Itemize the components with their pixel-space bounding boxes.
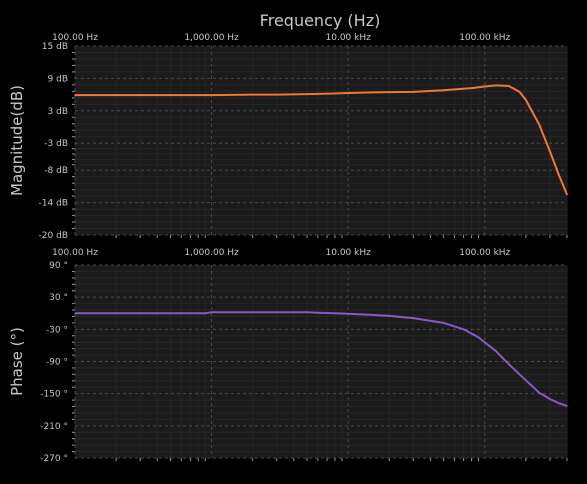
y-tick-label: 90 ° bbox=[49, 261, 68, 271]
y-tick-label: 9 dB bbox=[48, 74, 68, 84]
phase-data-point bbox=[412, 317, 415, 319]
magnitude-data-point bbox=[275, 93, 278, 96]
y-tick-label: -20 dB bbox=[39, 231, 68, 241]
y-tick-label: -150 ° bbox=[40, 390, 68, 400]
phase-data-point bbox=[566, 405, 568, 407]
magnitude-plot-area bbox=[75, 46, 567, 235]
magnitude-data-point bbox=[347, 92, 349, 94]
phase-data-point bbox=[388, 315, 391, 317]
phase-data-point bbox=[549, 398, 551, 400]
magnitude-data-point bbox=[334, 92, 336, 95]
y-tick-label: -270 ° bbox=[40, 454, 68, 464]
phase-data-point bbox=[317, 311, 319, 314]
phase-data-point bbox=[477, 336, 480, 339]
magnitude-data-point bbox=[508, 85, 510, 87]
phase-data-point bbox=[347, 312, 349, 315]
magnitude-data-point bbox=[210, 94, 213, 96]
phase-data-point bbox=[371, 314, 374, 316]
x-tick-label: 100.00 kHz bbox=[459, 33, 510, 43]
magnitude-data-point bbox=[371, 91, 374, 94]
magnitude-data-point bbox=[412, 91, 415, 93]
phase-series-line bbox=[75, 311, 568, 407]
x-tick-label: 10.00 kHz bbox=[326, 248, 372, 258]
phase-data-point bbox=[494, 349, 497, 352]
x-tick-label: 100.00 Hz bbox=[52, 248, 98, 258]
phase-axis-title: Phase (°) bbox=[8, 327, 26, 396]
magnitude-data-point bbox=[525, 99, 527, 101]
phase-data-point bbox=[462, 328, 465, 331]
y-tick-label: 3 dB bbox=[48, 107, 68, 117]
y-tick-label: 30 ° bbox=[49, 293, 68, 303]
magnitude-data-point bbox=[442, 89, 445, 92]
y-tick-label: -8 dB bbox=[44, 166, 68, 176]
x-tick-label: 100.00 Hz bbox=[52, 33, 98, 43]
magnitude-data-point bbox=[470, 87, 473, 89]
x-tick-label: 1,000.00 Hz bbox=[184, 33, 239, 43]
x-tick-label: 1,000.00 Hz bbox=[184, 248, 239, 258]
phase-data-point bbox=[210, 311, 213, 313]
x-tick-label: 10.00 kHz bbox=[326, 33, 372, 43]
magnitude-axis-title: Magnitude(dB) bbox=[8, 85, 26, 196]
phase-data-point bbox=[558, 402, 560, 405]
y-tick-label: -14 dB bbox=[39, 199, 68, 209]
phase-data-point bbox=[508, 363, 510, 365]
magnitude-data-point bbox=[494, 84, 497, 87]
x-tick-label: 100.00 kHz bbox=[459, 248, 510, 258]
magnitude-data-point bbox=[306, 93, 308, 95]
phase-data-point bbox=[306, 311, 308, 313]
magnitude-data-point bbox=[518, 91, 521, 93]
magnitude-data-point bbox=[558, 174, 560, 177]
phase-data-point bbox=[74, 312, 76, 315]
magnitude-panel: 15 dB 9 dB 3 dB -3 dB -8 dB -14 dB -20 dB 100.0… bbox=[8, 33, 568, 241]
magnitude-data-point bbox=[566, 193, 568, 196]
magnitude-data-point bbox=[139, 94, 141, 96]
magnitude-data-point bbox=[549, 150, 551, 153]
y-tick-label: -3 dB bbox=[44, 139, 68, 149]
magnitude-data-point bbox=[483, 85, 486, 88]
y-tick-label: -210 ° bbox=[40, 422, 68, 432]
magnitude-data-point bbox=[538, 123, 540, 126]
phase-data-point bbox=[204, 312, 207, 315]
phase-panel: 90 ° 30 ° -30 ° -90 ° -150 ° -210 ° -270 ° 100.… bbox=[8, 248, 568, 464]
y-tick-label: -90 ° bbox=[46, 358, 68, 368]
y-tick-label: -30 ° bbox=[46, 325, 68, 335]
phase-data-point bbox=[442, 322, 445, 324]
phase-data-point bbox=[525, 379, 527, 382]
x-axis-title: Frequency (Hz) bbox=[260, 11, 381, 30]
phase-data-point bbox=[334, 312, 336, 315]
magnitude-data-point bbox=[74, 94, 76, 96]
phase-data-point bbox=[538, 391, 540, 394]
magnitude-data-point bbox=[251, 93, 254, 96]
y-tick-label: 15 dB bbox=[42, 42, 68, 52]
